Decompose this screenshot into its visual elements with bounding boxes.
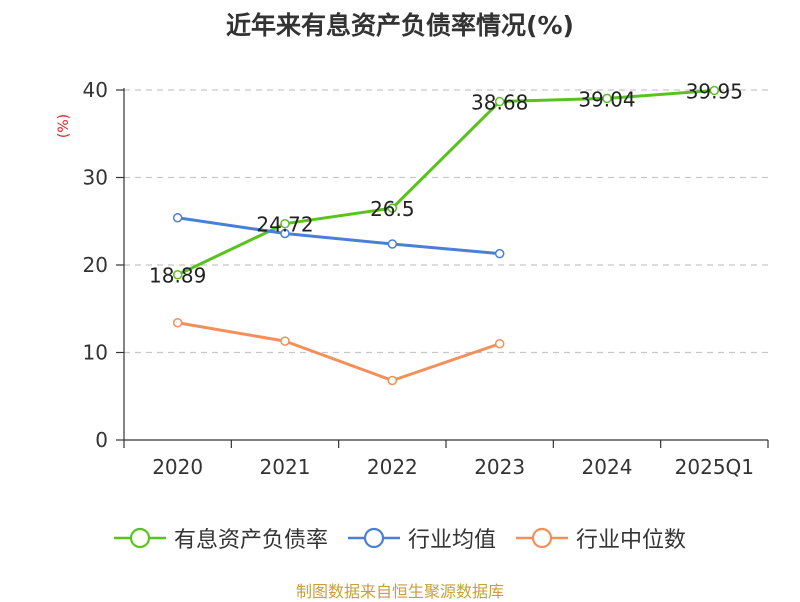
- series-lines: [177, 88, 715, 382]
- data-point: [387, 203, 398, 213]
- x-tick-label: 2021: [260, 455, 311, 479]
- legend-label: 有息资产负债率: [173, 528, 328, 553]
- data-point: [280, 228, 290, 239]
- data-label: 39.04: [578, 87, 635, 111]
- legend-marker-icon: [347, 527, 400, 549]
- y-tick-label: 10: [83, 341, 108, 365]
- data-label: 24.72: [256, 213, 313, 237]
- x-tick-label: 2025Q1: [675, 455, 754, 479]
- data-point: [387, 375, 398, 386]
- grid-lines: [124, 89, 768, 354]
- y-tick-label: 0: [95, 428, 108, 452]
- legend: 有息资产负债率 行业均值 行业中位数: [0, 518, 800, 558]
- y-tick-label: 30: [83, 166, 108, 190]
- data-label: 39.95: [686, 79, 743, 103]
- source-note: 制图数据来自恒生聚源数据库: [295, 582, 504, 601]
- series-line-0: [177, 88, 715, 277]
- y-tick-label: 40: [83, 78, 108, 102]
- y-tick-label: 20: [83, 253, 108, 277]
- data-point: [280, 218, 290, 229]
- series-line-1: [177, 216, 500, 256]
- axes: 0 10 20 30 40 2020 2021 2022 2023 2024 2025Q1: [83, 78, 769, 479]
- legend-label: 行业均值: [407, 528, 496, 553]
- data-point: [602, 93, 612, 104]
- data-points: [172, 85, 720, 386]
- data-point: [494, 248, 505, 259]
- data-point: [172, 269, 183, 280]
- data-labels: 18.89 24.72 26.5 38.68 39.04 39.95: [149, 79, 743, 287]
- legend-item[interactable]: 行业均值: [347, 522, 496, 554]
- legend-marker-icon: [516, 527, 568, 549]
- legend-item[interactable]: 有息资产负债率: [113, 522, 328, 554]
- data-point: [172, 213, 183, 223]
- data-label: 38.68: [471, 91, 528, 115]
- data-label: 18.89: [149, 264, 206, 288]
- data-point: [280, 336, 290, 346]
- data-point: [709, 85, 720, 96]
- series-line-2: [177, 321, 501, 382]
- legend-marker-icon: [113, 527, 166, 549]
- data-point: [172, 318, 183, 328]
- legend-item[interactable]: 行业中位数: [516, 522, 686, 554]
- data-point: [387, 239, 398, 249]
- legend-label: 行业中位数: [576, 528, 687, 553]
- data-label: 26.5: [370, 197, 415, 221]
- x-tick-label: 2023: [474, 455, 525, 479]
- x-tick-label: 2024: [582, 455, 633, 479]
- chart-title: 近年来有息资产负债率情况(%): [226, 11, 574, 40]
- x-tick-label: 2022: [367, 455, 418, 479]
- x-tick-label: 2020: [152, 455, 203, 479]
- data-point: [494, 96, 505, 107]
- data-point: [494, 339, 505, 349]
- y-axis-label: (%): [56, 114, 72, 138]
